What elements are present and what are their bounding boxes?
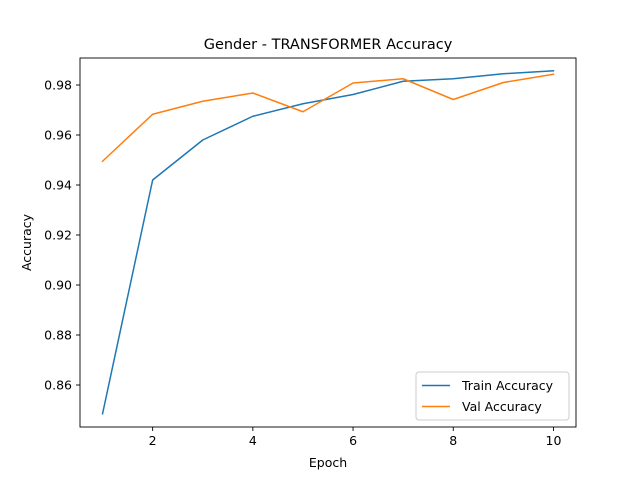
x-tick-label: 6: [349, 433, 357, 448]
legend: Train Accuracy Val Accuracy: [416, 372, 569, 420]
x-tick-label: 4: [249, 433, 257, 448]
legend-train-accuracy-label: Train Accuracy: [461, 378, 554, 393]
legend-val-accuracy-label: Val Accuracy: [462, 399, 542, 414]
x-tick-label: 8: [449, 433, 457, 448]
y-axis-label: Accuracy: [19, 213, 34, 271]
y-tick-label: 0.88: [44, 328, 72, 343]
x-tick-label: 10: [546, 433, 562, 448]
y-tick-label: 0.86: [44, 378, 72, 393]
y-tick-label: 0.92: [44, 228, 72, 243]
y-tick-label: 0.90: [44, 278, 72, 293]
chart-title: Gender - TRANSFORMER Accuracy: [204, 37, 453, 53]
y-tick-label: 0.96: [44, 128, 72, 143]
y-tick-label: 0.98: [44, 78, 72, 93]
x-tick-label: 2: [149, 433, 157, 448]
x-axis-label: Epoch: [309, 455, 347, 470]
y-tick-label: 0.94: [44, 178, 72, 193]
